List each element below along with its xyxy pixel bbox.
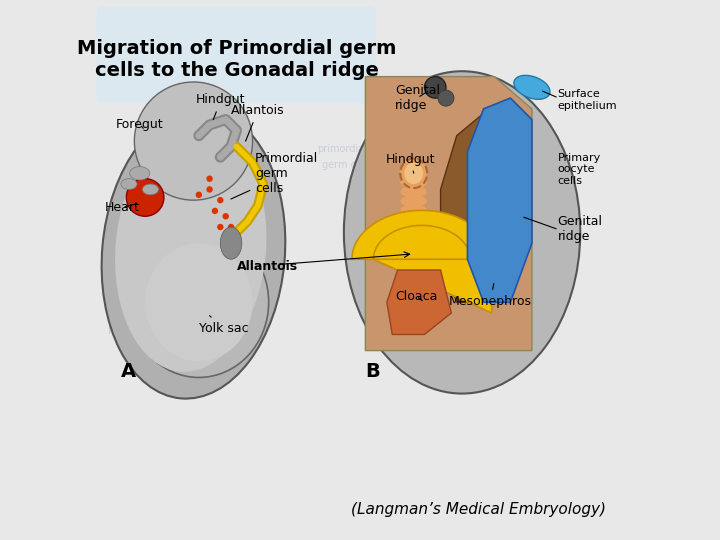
Ellipse shape (196, 192, 202, 198)
Polygon shape (467, 98, 532, 302)
Text: Hindgut: Hindgut (196, 93, 246, 120)
Ellipse shape (135, 82, 253, 200)
Ellipse shape (121, 179, 137, 190)
Ellipse shape (126, 179, 164, 217)
Ellipse shape (130, 166, 150, 180)
Ellipse shape (400, 195, 427, 207)
Ellipse shape (400, 260, 427, 271)
Text: Yolk sac: Yolk sac (199, 316, 248, 335)
Text: Migration of Primordial germ
cells to the Gonadal ridge: Migration of Primordial germ cells to th… (77, 39, 396, 80)
Ellipse shape (207, 186, 213, 193)
Text: Primary
oocyte
cells: Primary oocyte cells (558, 153, 601, 186)
Text: Parametr: Parametr (107, 327, 153, 336)
Polygon shape (352, 211, 492, 313)
Ellipse shape (400, 232, 427, 244)
Ellipse shape (400, 213, 427, 225)
Text: Cloaca: Cloaca (395, 289, 437, 302)
Text: Foregut: Foregut (116, 118, 163, 131)
Ellipse shape (217, 224, 223, 230)
Polygon shape (387, 270, 451, 334)
Ellipse shape (400, 222, 427, 234)
Ellipse shape (222, 213, 229, 219)
Text: Genital
ridge: Genital ridge (558, 215, 603, 244)
Ellipse shape (217, 197, 223, 204)
Text: Heart: Heart (105, 201, 140, 214)
Ellipse shape (514, 76, 550, 99)
Text: Genital
ridge: Genital ridge (395, 84, 440, 112)
Ellipse shape (129, 227, 269, 377)
Ellipse shape (344, 71, 580, 394)
Ellipse shape (400, 278, 427, 290)
Ellipse shape (145, 243, 253, 361)
Ellipse shape (400, 241, 427, 253)
Ellipse shape (438, 90, 454, 106)
Text: Allantois: Allantois (231, 104, 284, 141)
Text: primordial: primordial (317, 144, 367, 154)
Text: Mesonephros: Mesonephros (449, 284, 532, 308)
Text: Hindgut: Hindgut (386, 153, 436, 173)
Ellipse shape (400, 177, 427, 188)
Text: Primordial
germ
cells: Primordial germ cells (231, 152, 318, 199)
Ellipse shape (102, 109, 285, 399)
Text: (epeteleb) autoud: (epeteleb) autoud (135, 360, 210, 369)
Text: double: double (118, 342, 151, 353)
Ellipse shape (400, 204, 427, 216)
Text: (Langman’s Medical Embryology): (Langman’s Medical Embryology) (351, 502, 606, 517)
FancyBboxPatch shape (96, 7, 376, 104)
Ellipse shape (425, 77, 446, 98)
Ellipse shape (212, 208, 218, 214)
Ellipse shape (220, 227, 242, 259)
Text: Surface
epithelium: Surface epithelium (558, 89, 617, 111)
Ellipse shape (400, 167, 427, 179)
Text: germ cells: germ cells (323, 160, 373, 170)
Text: B: B (365, 362, 380, 381)
Ellipse shape (405, 163, 423, 184)
Ellipse shape (400, 250, 427, 262)
Ellipse shape (228, 224, 234, 230)
Text: Allantois: Allantois (236, 260, 297, 273)
Ellipse shape (400, 159, 427, 188)
Ellipse shape (400, 287, 427, 299)
Ellipse shape (400, 296, 427, 308)
Polygon shape (441, 109, 510, 302)
Polygon shape (365, 77, 532, 350)
Text: A: A (121, 362, 136, 381)
Ellipse shape (400, 269, 427, 280)
Ellipse shape (115, 125, 266, 372)
Ellipse shape (207, 176, 213, 182)
Ellipse shape (143, 184, 158, 195)
Ellipse shape (400, 186, 427, 198)
